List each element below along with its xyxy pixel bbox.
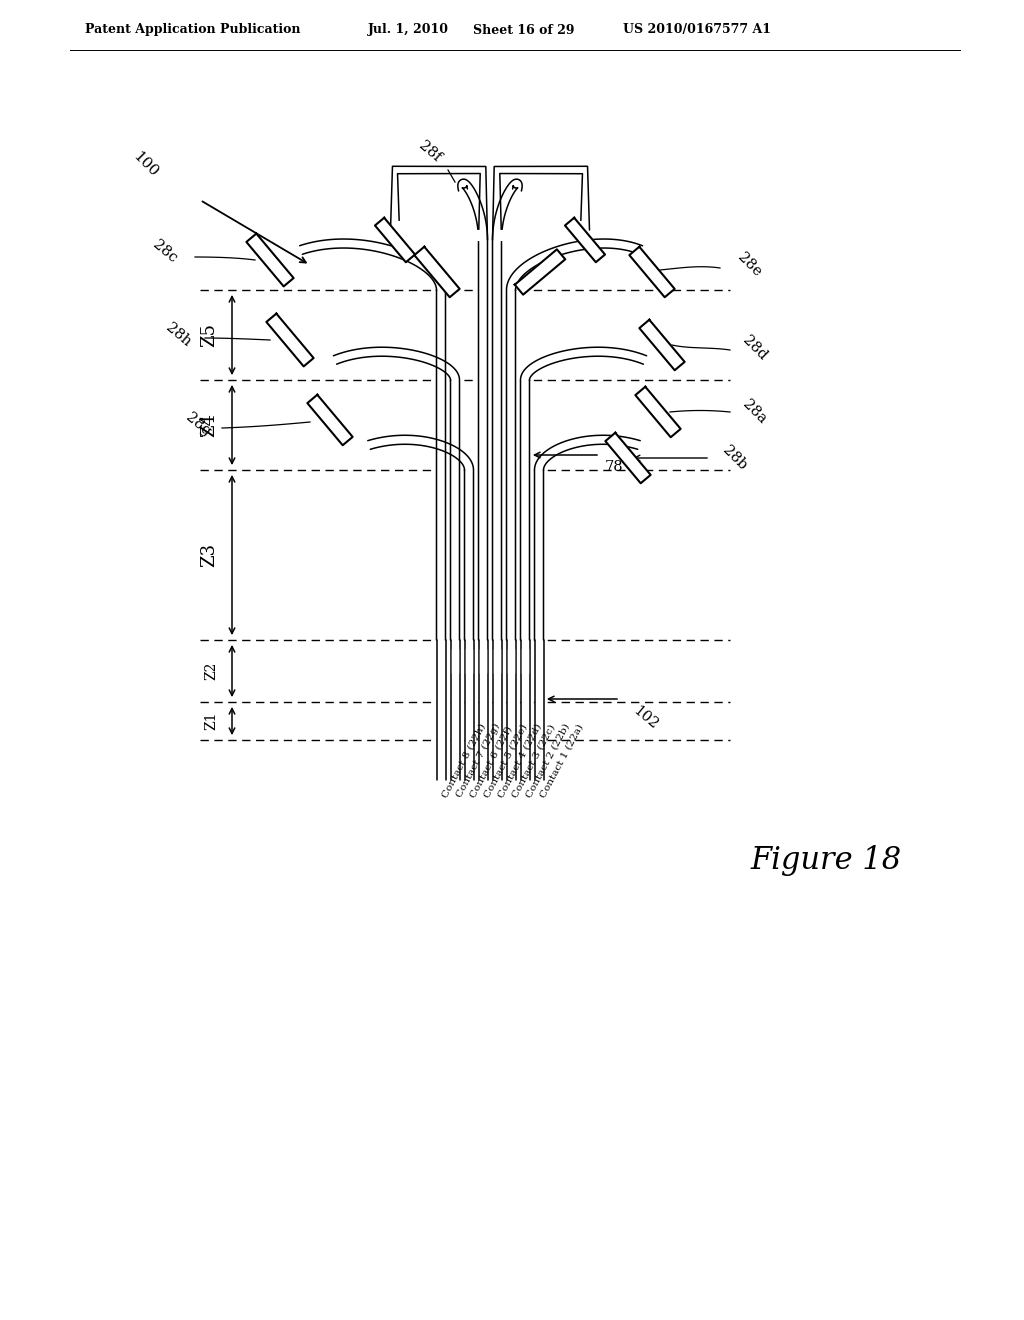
Polygon shape xyxy=(520,640,529,780)
Polygon shape xyxy=(247,234,294,286)
Polygon shape xyxy=(300,239,445,640)
Text: Z2: Z2 xyxy=(204,661,218,680)
Text: US 2010/0167577 A1: US 2010/0167577 A1 xyxy=(623,24,771,37)
Polygon shape xyxy=(266,314,313,367)
Polygon shape xyxy=(605,433,650,483)
Text: Contact 7 (22g): Contact 7 (22g) xyxy=(455,722,502,800)
Polygon shape xyxy=(565,218,605,263)
Polygon shape xyxy=(520,347,646,640)
Polygon shape xyxy=(368,436,473,640)
Text: 28c: 28c xyxy=(151,238,180,267)
Polygon shape xyxy=(452,649,458,673)
Polygon shape xyxy=(466,649,472,673)
Polygon shape xyxy=(493,166,590,240)
Polygon shape xyxy=(465,640,473,780)
Text: Contact 3 (22c): Contact 3 (22c) xyxy=(511,723,557,799)
Text: Z1: Z1 xyxy=(204,711,218,730)
Polygon shape xyxy=(507,239,643,640)
Polygon shape xyxy=(334,347,460,640)
Polygon shape xyxy=(639,319,685,370)
Polygon shape xyxy=(451,640,460,780)
Text: Z3: Z3 xyxy=(200,543,218,568)
Text: 28e: 28e xyxy=(735,251,764,280)
Polygon shape xyxy=(307,395,352,445)
Polygon shape xyxy=(493,180,522,640)
Text: 28h: 28h xyxy=(163,321,194,350)
Text: Sheet 16 of 29: Sheet 16 of 29 xyxy=(473,24,574,37)
Polygon shape xyxy=(458,180,487,640)
Polygon shape xyxy=(635,387,681,437)
Text: 28g: 28g xyxy=(182,411,213,440)
Polygon shape xyxy=(494,649,500,673)
Text: Jul. 1, 2010: Jul. 1, 2010 xyxy=(368,24,449,37)
Polygon shape xyxy=(493,640,502,780)
Polygon shape xyxy=(522,649,528,673)
Polygon shape xyxy=(478,640,487,780)
Text: Contact 1 (22a): Contact 1 (22a) xyxy=(539,722,586,799)
Text: 78: 78 xyxy=(605,459,624,474)
Polygon shape xyxy=(480,649,486,673)
Polygon shape xyxy=(515,249,565,294)
Text: Contact 2 (22b): Contact 2 (22b) xyxy=(525,722,571,799)
Text: Contact 8 (22h): Contact 8 (22h) xyxy=(441,722,487,799)
Polygon shape xyxy=(375,218,415,263)
Text: 28b: 28b xyxy=(720,444,750,473)
Text: Z5: Z5 xyxy=(200,323,218,347)
Polygon shape xyxy=(508,649,514,673)
Polygon shape xyxy=(535,436,640,640)
Polygon shape xyxy=(507,640,515,780)
Text: Z4: Z4 xyxy=(200,413,218,437)
Polygon shape xyxy=(390,166,487,240)
Polygon shape xyxy=(630,247,675,297)
Text: 102: 102 xyxy=(630,704,660,733)
Text: 28d: 28d xyxy=(740,333,770,363)
Text: Contact 5 (22e): Contact 5 (22e) xyxy=(483,722,529,799)
Text: Contact 4 (22d): Contact 4 (22d) xyxy=(497,722,544,799)
Polygon shape xyxy=(415,247,460,297)
Polygon shape xyxy=(535,640,544,780)
Text: 28f: 28f xyxy=(417,139,443,165)
Text: 100: 100 xyxy=(130,149,161,181)
Text: Patent Application Publication: Patent Application Publication xyxy=(85,24,300,37)
Text: 28a: 28a xyxy=(740,397,769,426)
Polygon shape xyxy=(436,640,445,780)
Text: Figure 18: Figure 18 xyxy=(750,845,901,875)
Text: Contact 6 (22f): Contact 6 (22f) xyxy=(469,725,514,799)
